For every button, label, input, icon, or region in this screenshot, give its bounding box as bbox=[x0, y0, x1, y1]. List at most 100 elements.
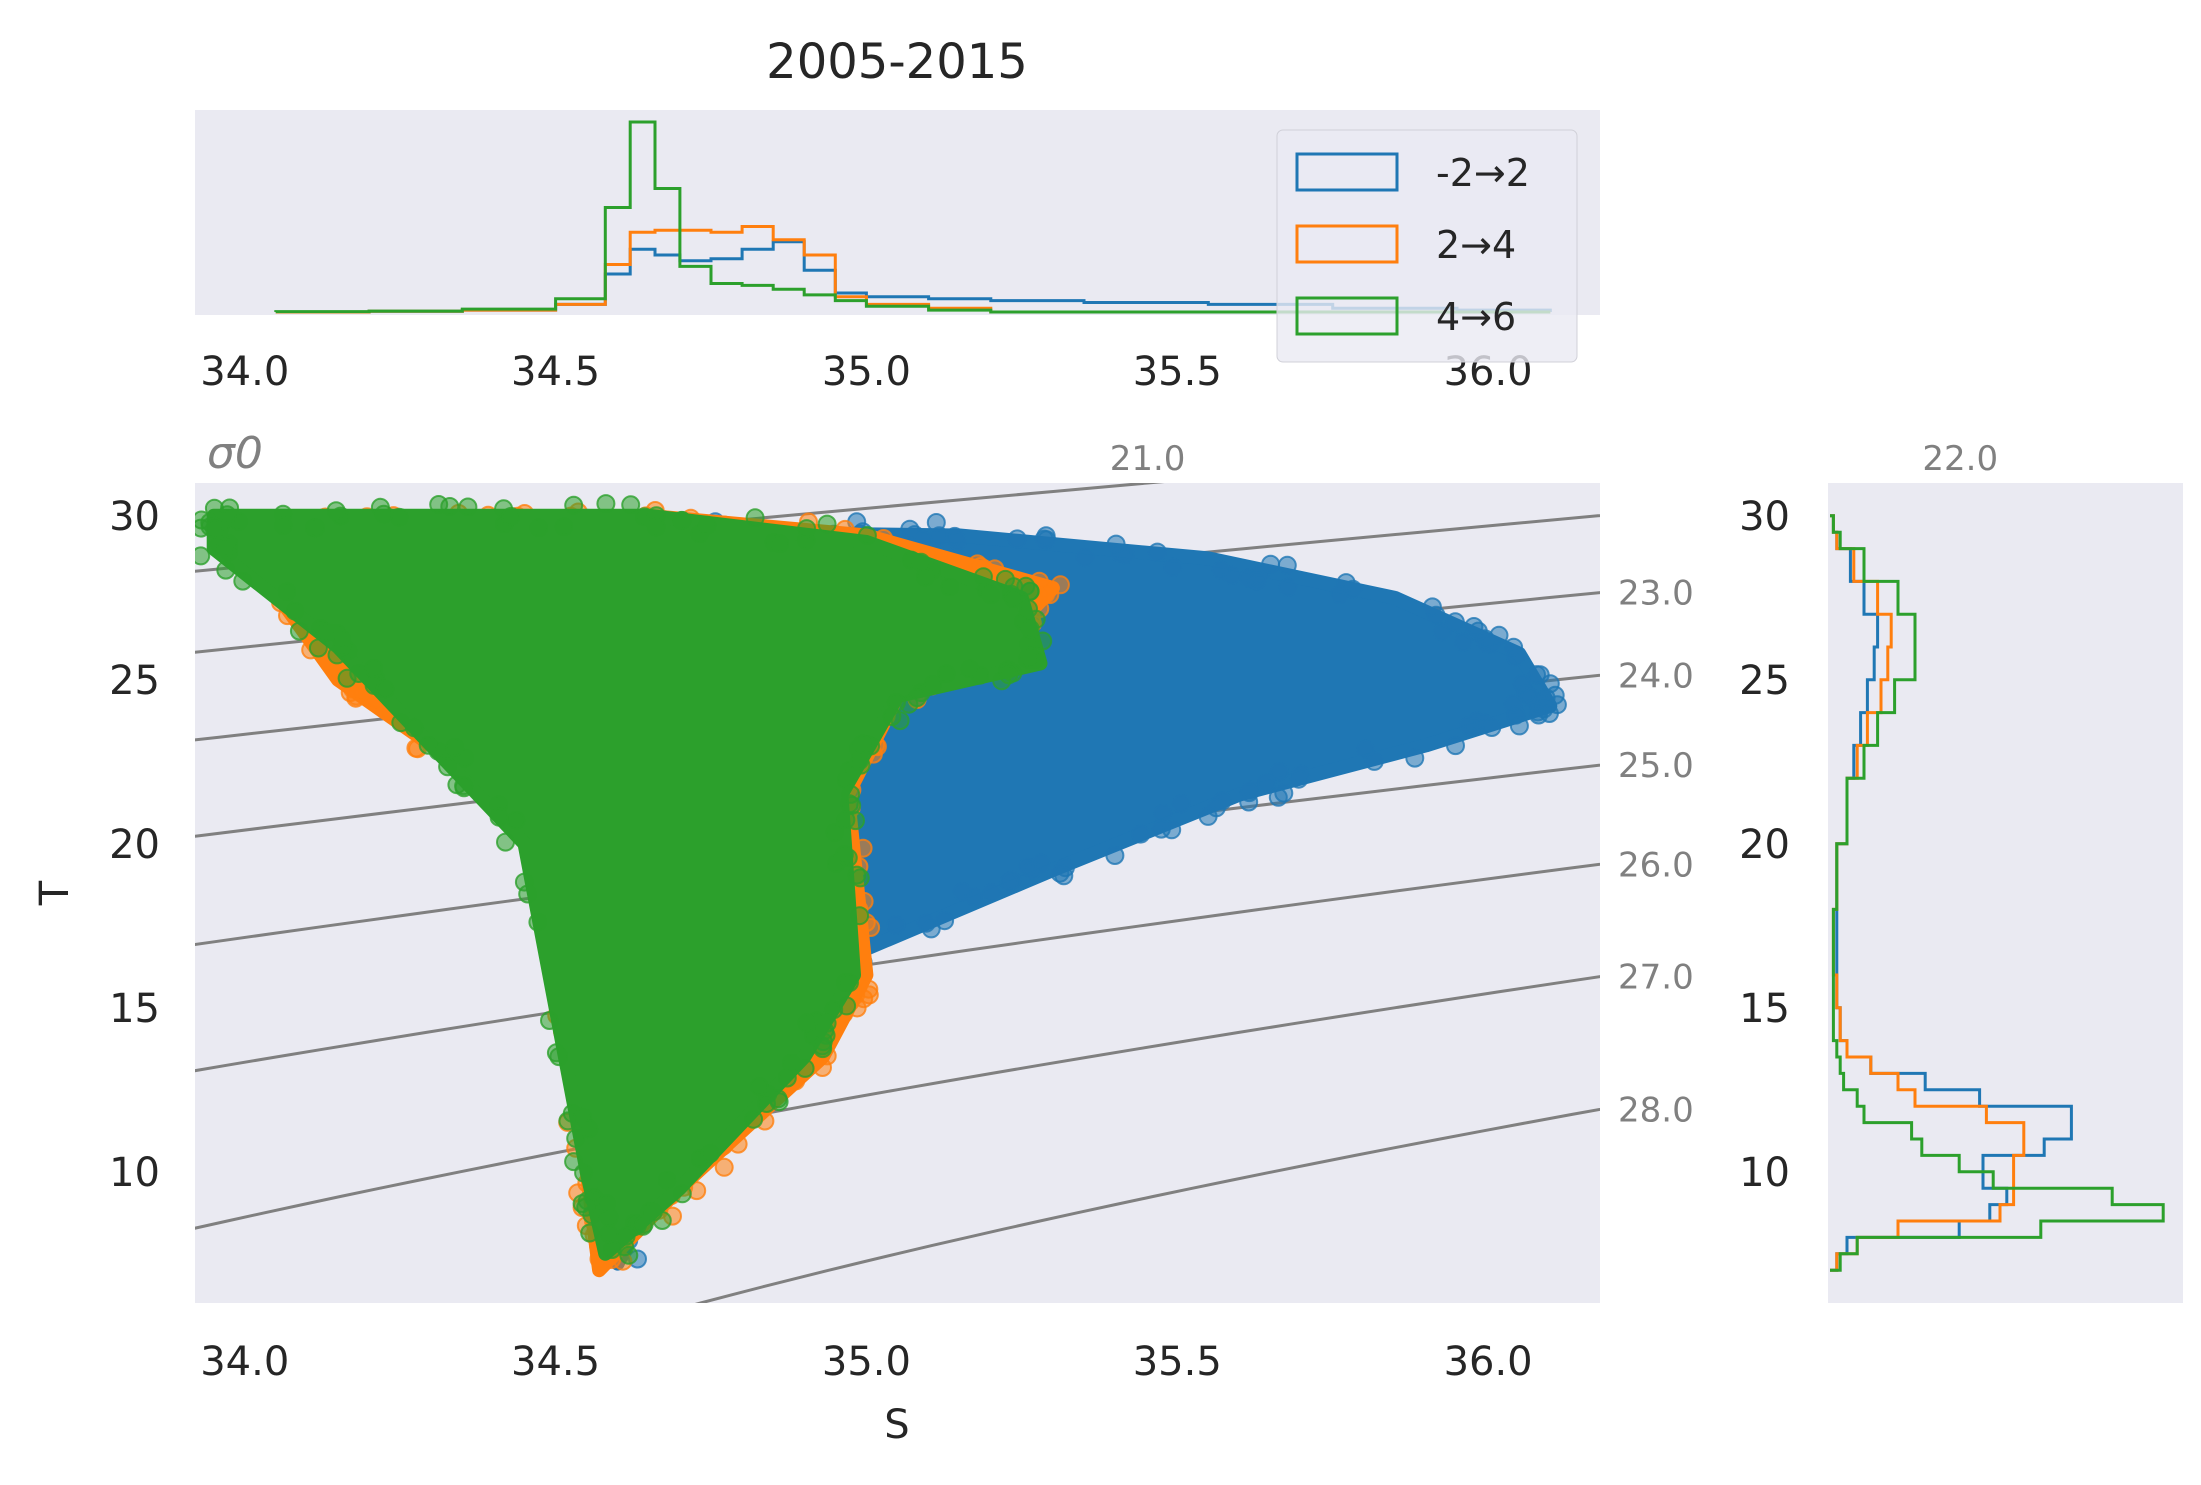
legend: -2→2 2→4 4→6 bbox=[1276, 129, 1578, 363]
scatter-point bbox=[306, 518, 326, 538]
scatter-point bbox=[506, 810, 526, 830]
scatter-point bbox=[418, 735, 438, 755]
scatter-point bbox=[847, 865, 867, 885]
scatter-point bbox=[205, 519, 224, 539]
right-y-tick-label: 30 bbox=[1739, 494, 1790, 540]
scatter-point bbox=[233, 571, 253, 591]
scatter-point bbox=[1163, 557, 1183, 577]
scatter-point bbox=[697, 515, 717, 535]
legend-label-green: 4→6 bbox=[1436, 295, 1516, 339]
scatter-point bbox=[1482, 718, 1502, 737]
scatter-point bbox=[316, 622, 336, 642]
scatter-point bbox=[1037, 530, 1057, 550]
scatter-point bbox=[923, 674, 943, 694]
scatter-point bbox=[745, 508, 765, 528]
scatter-point bbox=[1033, 631, 1053, 651]
legend-label-orange: 2→4 bbox=[1436, 223, 1516, 267]
temperature-histogram-steps bbox=[1830, 514, 2165, 1272]
x-tick-label: 34.0 bbox=[200, 1339, 289, 1385]
sigma-label-right: 27.0 bbox=[1618, 958, 1694, 998]
temperature-histogram-orange bbox=[1830, 514, 2026, 1272]
scatter-point bbox=[438, 757, 458, 777]
scatter-point bbox=[861, 918, 881, 937]
scatter-markers-green bbox=[195, 494, 1053, 1265]
sigma-label-right: 24.0 bbox=[1618, 656, 1694, 696]
scatter-point bbox=[540, 1011, 559, 1030]
top-x-tick-label: 34.5 bbox=[511, 349, 600, 395]
scatter-point bbox=[952, 882, 972, 902]
scatter-point bbox=[332, 629, 352, 649]
scatter-point bbox=[216, 560, 236, 580]
sigma-label-right: 26.0 bbox=[1618, 845, 1694, 885]
sigma-contour-line bbox=[694, 1107, 1600, 1303]
salinity-histogram-green bbox=[274, 120, 1551, 314]
scatter-point bbox=[646, 517, 666, 537]
scatter-point bbox=[1004, 589, 1023, 609]
scatter-point bbox=[496, 832, 515, 852]
scatter-point bbox=[1336, 573, 1356, 593]
x-tick-label: 35.5 bbox=[1133, 1339, 1222, 1385]
scatter-point bbox=[797, 1013, 817, 1033]
y-tick-label: 10 bbox=[109, 1150, 160, 1196]
scatter-point bbox=[817, 1013, 837, 1033]
scatter-point bbox=[936, 664, 956, 684]
sigma-contour-line bbox=[195, 862, 1600, 1073]
scatter-point bbox=[921, 919, 941, 939]
legend-frame bbox=[1276, 129, 1578, 363]
scatter-point bbox=[602, 1240, 622, 1259]
scatter-point bbox=[1356, 739, 1375, 759]
scatter-point bbox=[714, 1157, 734, 1177]
right-y-tick-label: 15 bbox=[1739, 986, 1790, 1032]
scatter-point bbox=[277, 582, 297, 602]
scatter-point bbox=[850, 906, 870, 926]
scatter-point bbox=[1007, 529, 1027, 549]
scatter-point bbox=[850, 751, 870, 770]
scatter-point bbox=[886, 915, 906, 935]
salinity-histogram-steps bbox=[274, 120, 1552, 314]
scatter-point bbox=[1274, 783, 1294, 803]
sigma-label-top: 21.0 bbox=[1110, 439, 1186, 479]
scatter-point bbox=[768, 1089, 788, 1109]
scatter-point bbox=[825, 823, 845, 842]
scatter-point bbox=[566, 1128, 586, 1148]
scatter-point bbox=[1110, 543, 1130, 563]
scatter-point bbox=[1464, 717, 1484, 736]
scatter-point bbox=[1257, 773, 1277, 793]
sigma-label-right: 25.0 bbox=[1618, 746, 1694, 786]
legend-swatch-blue bbox=[1295, 152, 1399, 192]
scatter-point bbox=[375, 679, 395, 699]
sigma-contour-line bbox=[195, 975, 1600, 1230]
x-tick-label: 36.0 bbox=[1444, 1339, 1533, 1385]
y-axis-label: T bbox=[32, 880, 78, 906]
sigma-axis-label: σ0 bbox=[207, 428, 263, 479]
scatter-point bbox=[501, 506, 521, 526]
scatter-point bbox=[1405, 748, 1425, 768]
scatter-point bbox=[886, 693, 906, 712]
scatter-point bbox=[529, 518, 549, 538]
scatter-point bbox=[935, 911, 955, 931]
scatter-point bbox=[1432, 622, 1452, 642]
temperature-histogram-panel bbox=[1828, 483, 2183, 1303]
scatter-point bbox=[580, 1223, 600, 1243]
scatter-point bbox=[836, 810, 856, 830]
legend-label-blue: -2→2 bbox=[1436, 151, 1530, 195]
right-y-tick-label: 10 bbox=[1739, 1150, 1790, 1196]
scatter-point bbox=[973, 567, 993, 587]
scatter-clouds bbox=[195, 494, 1567, 1278]
scatter-point bbox=[915, 567, 935, 587]
scatter-point bbox=[429, 495, 449, 514]
temperature-histogram-y-ticks: 10 15 20 25 30 bbox=[1739, 494, 1790, 1196]
sigma-label-right: 28.0 bbox=[1618, 1090, 1694, 1130]
scatter-point bbox=[454, 776, 474, 796]
chart-title: 2005-2015 bbox=[766, 34, 1028, 90]
scatter-point bbox=[834, 845, 854, 864]
scatter-point bbox=[813, 1058, 832, 1077]
scatter-point bbox=[1528, 702, 1548, 722]
scatter-point bbox=[1278, 577, 1298, 597]
scatter-point bbox=[940, 577, 960, 597]
y-tick-label: 30 bbox=[109, 494, 160, 540]
scatter-point bbox=[1247, 571, 1267, 591]
scatter-point bbox=[960, 659, 980, 679]
scatter-point bbox=[1002, 870, 1022, 890]
